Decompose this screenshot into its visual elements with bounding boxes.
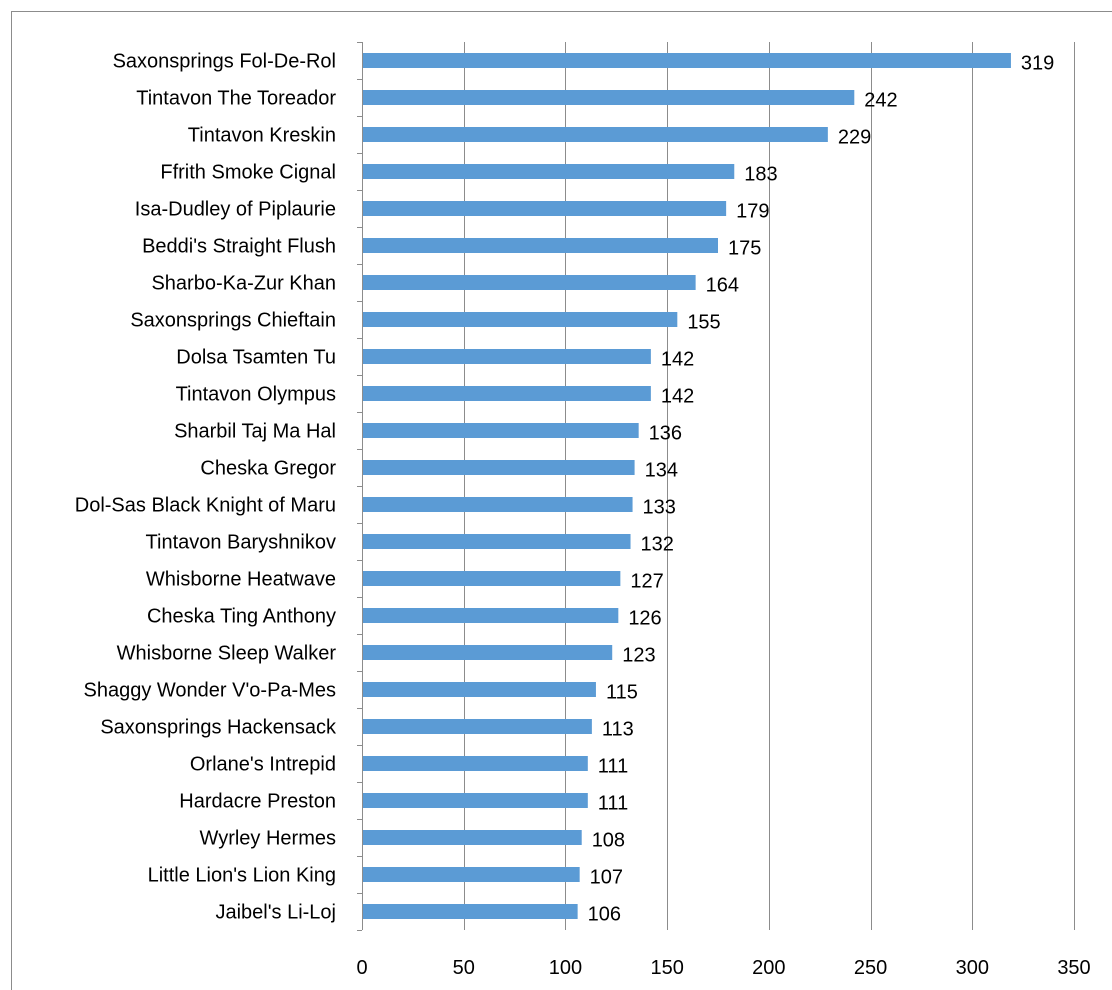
- data-label: 142: [661, 349, 694, 371]
- x-tick-label: 250: [854, 957, 887, 979]
- bar: [363, 830, 582, 845]
- data-labels: 319 242 229 183 179 175 164 155 142 142 136 134 133 1…: [588, 53, 1055, 926]
- bar: [363, 571, 621, 586]
- data-label: 229: [838, 127, 871, 149]
- category-label: Tintavon Olympus: [176, 384, 336, 406]
- bar: [363, 904, 578, 919]
- data-label: 133: [643, 497, 676, 519]
- data-label: 183: [744, 164, 777, 186]
- bar: [363, 238, 718, 253]
- bars: [363, 53, 1011, 919]
- category-label: Whisborne Sleep Walker: [117, 643, 337, 665]
- bar: [363, 460, 635, 475]
- data-label: 108: [592, 830, 625, 852]
- data-label: 115: [606, 682, 638, 704]
- data-label: 132: [641, 534, 674, 556]
- category-label: Cheska Gregor: [200, 458, 336, 480]
- bar: [363, 349, 651, 364]
- category-label: Cheska Ting Anthony: [147, 606, 336, 628]
- category-label: Tintavon Baryshnikov: [146, 532, 336, 554]
- category-label: Saxonsprings Hackensack: [100, 717, 337, 739]
- category-label: Little Lion's Lion King: [148, 865, 336, 887]
- bar: [363, 645, 613, 660]
- category-label: Orlane's Intrepid: [190, 754, 336, 776]
- bar: [363, 867, 580, 882]
- data-label: 107: [590, 867, 623, 889]
- data-label: 127: [630, 571, 663, 593]
- data-label: 179: [736, 201, 769, 223]
- bar: [363, 127, 828, 142]
- category-label: Dol-Sas Black Knight of Maru: [75, 495, 336, 517]
- data-label: 136: [649, 423, 682, 445]
- bar: [363, 534, 631, 549]
- bar: [363, 682, 596, 697]
- category-label: Jaibel's Li-Loj: [215, 902, 336, 924]
- bar: [363, 793, 588, 808]
- category-label: Beddi's Straight Flush: [142, 236, 336, 258]
- data-label: 175: [728, 238, 761, 260]
- category-label: Dolsa Tsamten Tu: [176, 347, 336, 369]
- category-label: Hardacre Preston: [179, 791, 336, 813]
- data-label: 242: [864, 90, 897, 112]
- bar: [363, 423, 639, 438]
- bar: [363, 90, 855, 105]
- bar: [363, 53, 1011, 68]
- category-label: Sharbo-Ka-Zur Khan: [151, 273, 336, 295]
- bar: [363, 386, 651, 401]
- x-tick-label: 100: [549, 957, 582, 979]
- category-label: Tintavon The Toreador: [136, 88, 336, 110]
- bar: [363, 608, 619, 623]
- bar: [363, 497, 633, 512]
- bar: [363, 756, 588, 771]
- x-tick-labels: 0 50 100 150 200 250 300 350: [356, 957, 1090, 979]
- x-tick-label: 200: [752, 957, 785, 979]
- data-label: 155: [687, 312, 720, 334]
- category-label: Sharbil Taj Ma Hal: [174, 421, 336, 443]
- chart-area: [11, 11, 1112, 990]
- x-tick-label: 300: [956, 957, 989, 979]
- bar: [363, 312, 678, 327]
- data-label: 123: [622, 645, 655, 667]
- data-label: 142: [661, 386, 694, 408]
- gridlines: [464, 42, 1075, 930]
- data-label: 113: [602, 719, 634, 741]
- data-label: 134: [645, 460, 678, 482]
- category-axis: [357, 42, 363, 931]
- bar: [363, 719, 592, 734]
- category-label: Tintavon Kreskin: [188, 125, 336, 147]
- bar: [363, 275, 696, 290]
- data-label: 111: [598, 793, 628, 815]
- x-tick-label: 350: [1057, 957, 1090, 979]
- x-tick-label: 50: [453, 957, 475, 979]
- category-label: Ffrith Smoke Cignal: [160, 162, 336, 184]
- category-label: Saxonsprings Fol-De-Rol: [113, 51, 336, 73]
- x-tick-label: 0: [356, 957, 367, 979]
- category-labels: Saxonsprings Fol-De-Rol Tintavon The Tore…: [75, 51, 337, 924]
- bar: [363, 164, 735, 179]
- data-label: 126: [628, 608, 661, 630]
- x-tick-label: 150: [650, 957, 683, 979]
- data-label: 164: [706, 275, 739, 297]
- data-label: 111: [598, 756, 628, 778]
- category-label: Isa-Dudley of Piplaurie: [135, 199, 336, 221]
- data-label: 106: [588, 904, 621, 926]
- category-label: Saxonsprings Chieftain: [130, 310, 336, 332]
- category-label: Wyrley Hermes: [200, 828, 337, 850]
- category-label: Shaggy Wonder V'o-Pa-Mes: [84, 680, 336, 702]
- bar: [363, 201, 727, 216]
- data-label: 319: [1021, 53, 1054, 75]
- category-label: Whisborne Heatwave: [146, 569, 336, 591]
